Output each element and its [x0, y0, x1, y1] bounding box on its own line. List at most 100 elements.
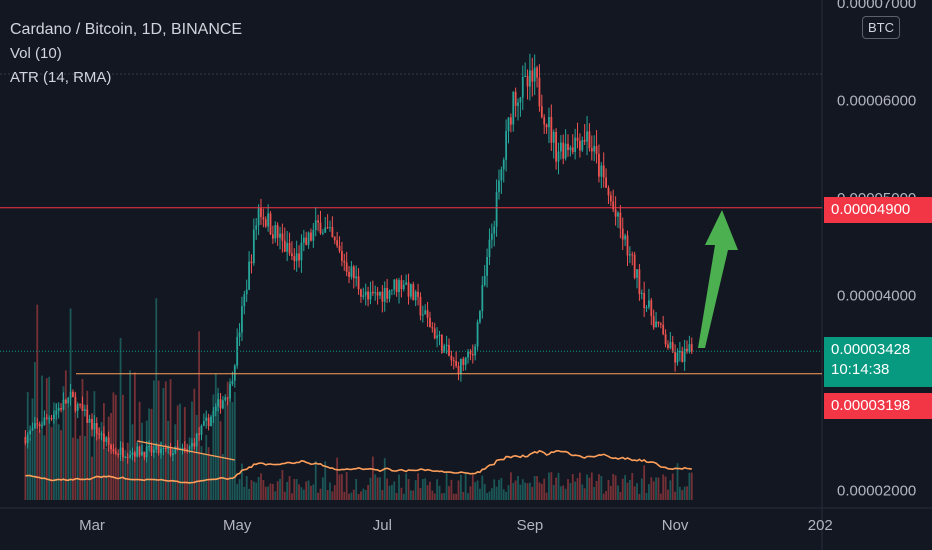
candle-body	[298, 253, 300, 261]
candle-body	[429, 317, 431, 328]
volume-bar	[264, 486, 267, 500]
candle-body	[517, 102, 519, 106]
atr-indicator-label[interactable]: ATR (14, RMA)	[10, 69, 112, 86]
candle-body	[667, 344, 669, 349]
candle-body	[202, 421, 205, 426]
candle-body	[252, 229, 255, 264]
candle-body	[176, 446, 179, 450]
volume-bar	[369, 477, 372, 500]
candle-body	[412, 284, 415, 301]
volume-bar	[407, 479, 410, 500]
candle-body	[283, 240, 286, 252]
candle-body	[141, 451, 143, 456]
volume-bar	[388, 485, 391, 500]
candle-body	[93, 423, 96, 430]
candle-body	[664, 334, 667, 345]
candle-body	[678, 350, 681, 353]
volume-bar	[598, 474, 600, 500]
volume-bar	[429, 481, 431, 500]
atr-line	[25, 449, 692, 484]
volume-bar	[200, 446, 203, 500]
volume-bar	[517, 475, 519, 500]
candle-body	[29, 430, 32, 435]
volume-bar	[257, 477, 260, 500]
volume-bar	[398, 474, 400, 500]
volume-bar	[424, 478, 427, 500]
candle-body	[267, 213, 270, 227]
volume-bar	[574, 481, 577, 500]
volume-indicator-label[interactable]: Vol (10)	[10, 45, 62, 62]
volume-bar	[481, 475, 484, 500]
candle-body	[557, 151, 560, 162]
candle-body	[243, 294, 246, 307]
candle-body	[138, 446, 141, 456]
candle-body	[200, 425, 203, 435]
volume-bar	[431, 490, 434, 500]
volume-bar	[33, 362, 36, 500]
volume-bar	[662, 474, 665, 500]
candle-body	[331, 227, 334, 238]
volume-bar	[512, 482, 515, 500]
candle-body	[98, 433, 101, 435]
volume-bar	[29, 438, 32, 500]
candle-body	[474, 346, 477, 356]
volume-bar	[350, 492, 353, 500]
candle-body	[462, 358, 465, 365]
candle-body	[26, 434, 29, 444]
candle-body	[62, 399, 65, 410]
volume-bar	[631, 473, 634, 500]
volume-bar	[129, 370, 131, 500]
candle-body	[162, 448, 165, 450]
volume-bar	[252, 481, 255, 500]
volume-bar	[31, 398, 34, 500]
candle-body	[457, 365, 460, 374]
candle-body	[674, 352, 676, 363]
volume-bar	[293, 479, 296, 500]
volume-bar	[214, 373, 217, 500]
candle-body	[105, 437, 108, 442]
volume-bar	[283, 491, 286, 500]
volume-bar	[38, 430, 41, 500]
volume-bar	[222, 454, 224, 500]
candle-body	[562, 142, 565, 159]
volume-bar	[593, 486, 596, 500]
candle-body	[76, 404, 79, 411]
volume-bar	[452, 493, 455, 500]
volume-bar	[464, 473, 467, 500]
volume-bar	[233, 392, 236, 500]
candle-body	[643, 293, 646, 308]
volume-bar	[367, 485, 369, 500]
volume-bar	[62, 386, 65, 500]
volume-bar	[172, 449, 174, 500]
candle-body	[571, 147, 574, 152]
candle-body	[88, 418, 91, 423]
volume-bar	[536, 476, 538, 500]
candle-body	[345, 262, 348, 272]
candle-body	[369, 291, 372, 300]
currency-unit-button[interactable]: BTC	[862, 16, 900, 39]
candle-body	[276, 225, 279, 238]
volume-bar	[476, 480, 479, 500]
volume-bar	[683, 486, 686, 500]
volume-bar	[381, 490, 384, 500]
candle-body	[145, 446, 148, 458]
volume-bar	[545, 492, 548, 500]
volume-bar	[45, 378, 48, 500]
candle-body	[614, 209, 617, 217]
volume-bar	[400, 487, 403, 500]
candle-body	[336, 240, 339, 246]
volume-bar	[352, 489, 355, 500]
candle-body	[364, 291, 367, 296]
candle-body	[621, 228, 624, 240]
candle-body	[257, 207, 260, 226]
volume-bar	[469, 486, 472, 500]
candle-body	[222, 400, 224, 409]
volume-bar	[86, 390, 89, 500]
symbol-title[interactable]: Cardano / Bitcoin, 1D, BINANCE	[10, 21, 243, 38]
candle-body	[483, 275, 486, 286]
volume-bar	[95, 424, 98, 500]
volume-bar	[248, 488, 250, 500]
candle-body	[43, 417, 46, 426]
